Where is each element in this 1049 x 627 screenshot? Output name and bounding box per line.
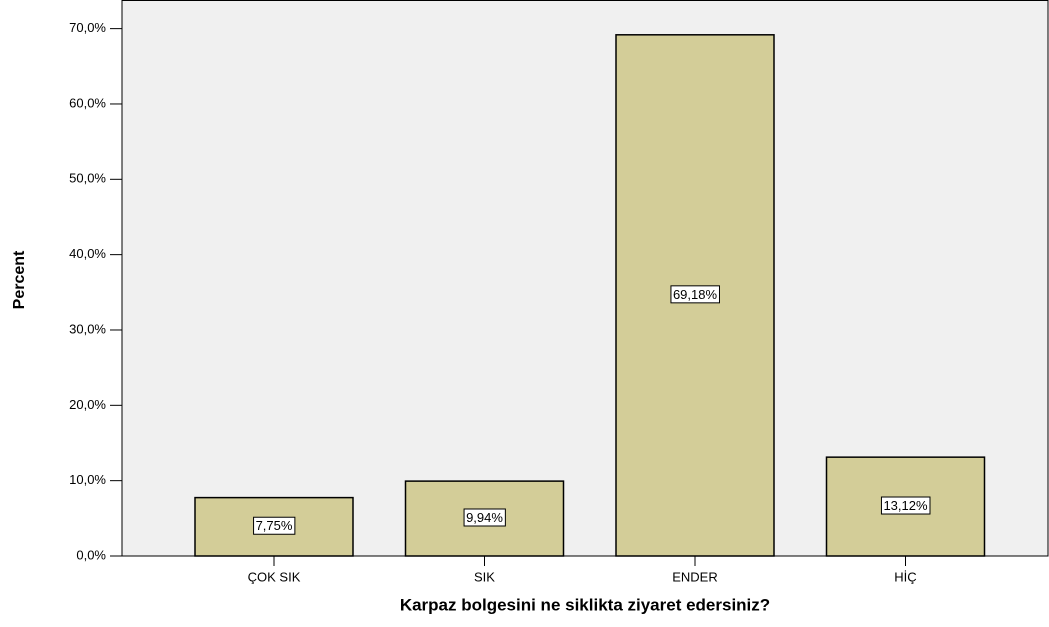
x-tick-label: SIK bbox=[474, 569, 495, 584]
value-label-box bbox=[670, 285, 720, 304]
y-tick-label: 20,0% bbox=[69, 397, 106, 412]
x-tick-label: HİÇ bbox=[894, 569, 916, 584]
value-label: 13,12% bbox=[883, 498, 928, 513]
value-label: 69,18% bbox=[673, 287, 718, 302]
value-label: 7,75% bbox=[256, 518, 293, 533]
x-axis-title: Karpaz bolgesini ne siklikta ziyaret ede… bbox=[400, 595, 770, 614]
x-tick-label: ÇOK SIK bbox=[248, 569, 301, 584]
y-tick-label: 50,0% bbox=[69, 171, 106, 186]
y-tick-label: 60,0% bbox=[69, 95, 106, 110]
value-label-box bbox=[880, 496, 931, 515]
y-tick-label: 0,0% bbox=[76, 547, 106, 562]
value-label-box bbox=[463, 508, 506, 527]
y-tick-label: 70,0% bbox=[69, 20, 106, 35]
value-label-box bbox=[253, 516, 296, 535]
y-axis-title: Percent bbox=[11, 250, 28, 309]
x-tick-label: ENDER bbox=[672, 569, 718, 584]
y-tick-label: 40,0% bbox=[69, 246, 106, 261]
value-label: 9,94% bbox=[466, 510, 503, 525]
y-tick-label: 10,0% bbox=[69, 472, 106, 487]
y-tick-label: 30,0% bbox=[69, 321, 106, 336]
